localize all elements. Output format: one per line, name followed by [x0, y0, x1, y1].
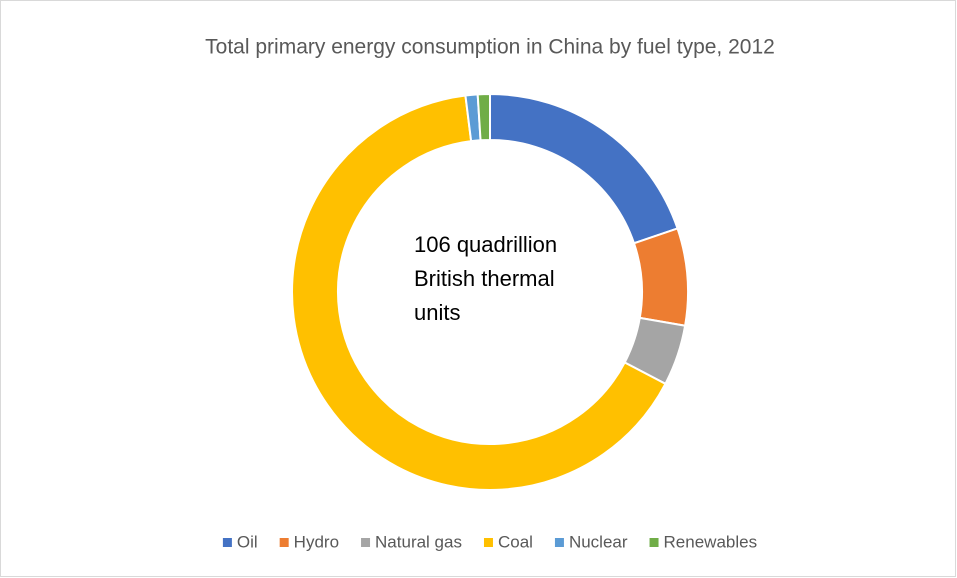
legend-swatch — [361, 538, 371, 547]
center-annotation: 106 quadrillion British thermal units — [414, 232, 558, 325]
legend-swatch — [279, 538, 289, 547]
legend-swatch — [483, 538, 493, 547]
legend-swatch — [554, 538, 564, 547]
chart-title: Total primary energy consumption in Chin… — [205, 36, 775, 59]
legend-label: Oil — [237, 532, 258, 551]
legend-label: Coal — [498, 532, 533, 551]
legend-label: Nuclear — [569, 532, 628, 551]
donut-slice — [291, 94, 667, 491]
legend-label: Natural gas — [375, 532, 462, 551]
legend-label: Renewables — [664, 532, 758, 551]
legend-swatch — [222, 538, 232, 547]
legend-label: Hydro — [294, 532, 339, 551]
donut-slice — [632, 227, 689, 327]
legend-swatch — [649, 538, 659, 547]
donut-slice — [476, 92, 491, 142]
